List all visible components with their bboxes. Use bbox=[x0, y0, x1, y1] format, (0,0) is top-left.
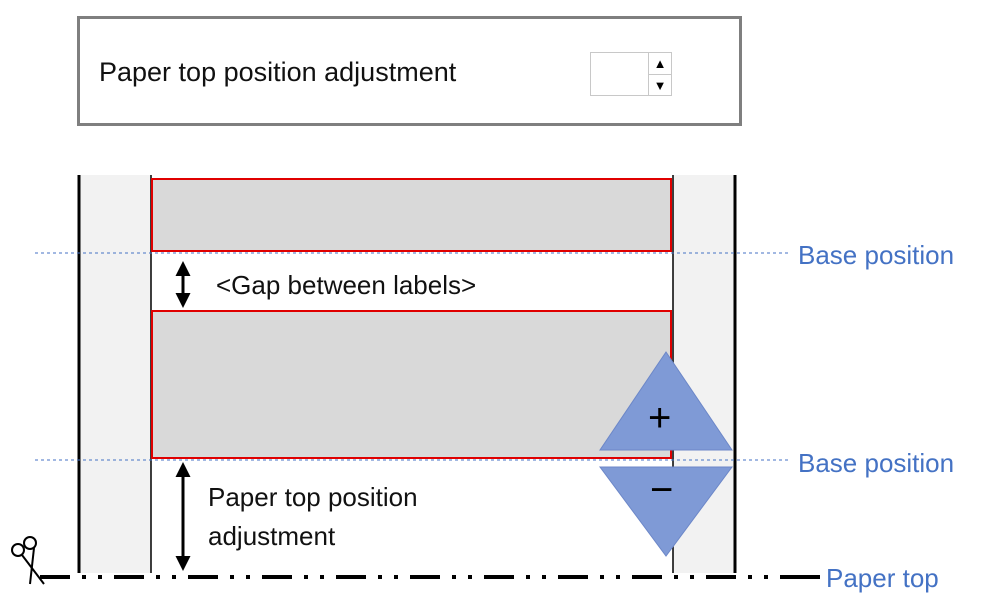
plus-symbol: + bbox=[648, 396, 672, 440]
minus-triangle-icon bbox=[599, 466, 733, 557]
scissors-icon bbox=[11, 536, 45, 585]
paper-top-label: Paper top bbox=[826, 563, 939, 593]
base-position-label-lower: Base position bbox=[798, 448, 955, 478]
setting-label: Paper top position adjustment bbox=[99, 57, 457, 87]
spin-up-button[interactable]: ▲ bbox=[653, 56, 667, 71]
adjustment-spin-input[interactable]: ▲ ▼ bbox=[590, 52, 672, 96]
lower-label bbox=[151, 310, 672, 459]
base-position-label-upper: Base position bbox=[798, 240, 955, 270]
gap-between-labels-text: <Gap between labels> bbox=[216, 270, 477, 300]
plus-triangle-icon bbox=[599, 351, 733, 451]
spin-buttons: ▲ ▼ bbox=[648, 53, 671, 95]
minus-symbol: − bbox=[650, 468, 674, 512]
left-margin-area bbox=[79, 175, 151, 573]
upper-label bbox=[151, 178, 672, 252]
paper-top-adjustment-setting: Paper top position adjustment ▲ ▼ bbox=[77, 16, 742, 126]
spin-down-button[interactable]: ▼ bbox=[649, 74, 671, 95]
adjustment-text-line2: adjustment bbox=[208, 521, 336, 551]
adjustment-text-line1: Paper top position bbox=[208, 482, 418, 512]
